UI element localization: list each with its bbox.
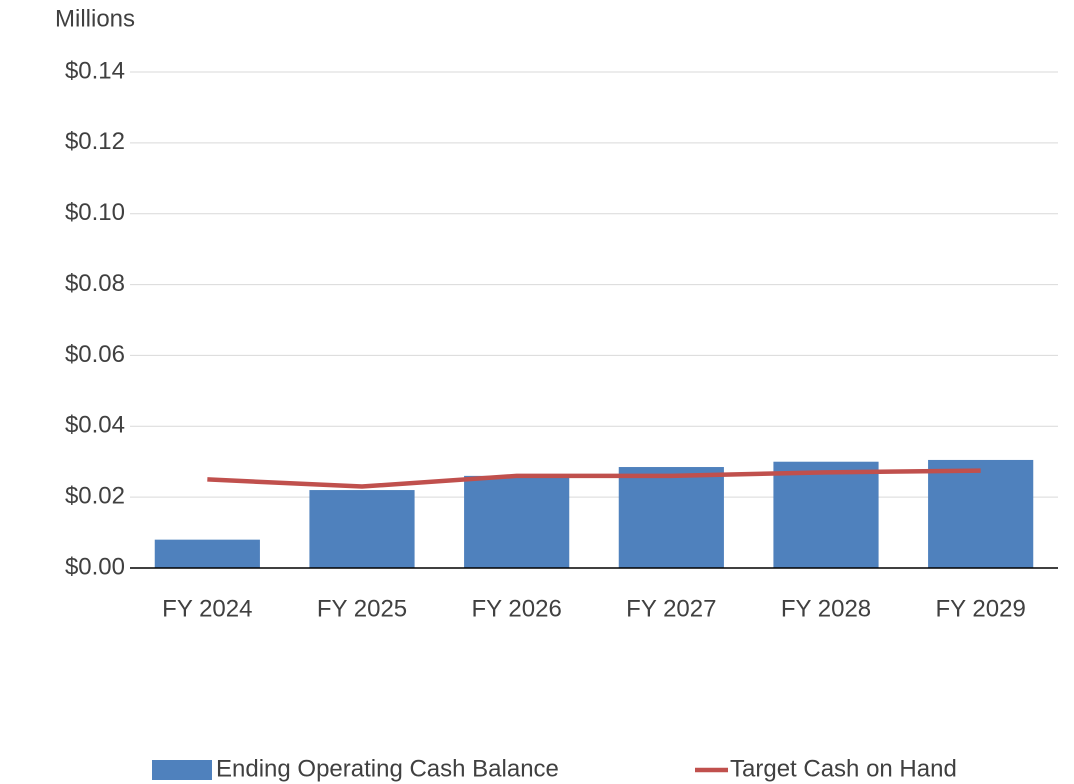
y-tick-label: $0.04 [65,412,125,439]
bar [464,475,570,568]
legend-swatch [152,760,212,780]
bar [618,467,724,568]
legend-label: Target Cash on Hand [730,755,957,782]
y-tick-label: $0.06 [65,341,125,368]
bar [309,490,415,568]
y-tick-label: $0.14 [65,57,125,84]
x-tick-label: FY 2027 [626,595,716,622]
legend-label: Ending Operating Cash Balance [216,755,559,782]
x-tick-label: FY 2026 [472,595,562,622]
bar [773,461,879,568]
line [207,468,981,489]
y-tick-label: $0.12 [65,128,125,155]
y-tick-label: $0.08 [65,270,125,297]
x-tick-label: FY 2029 [936,595,1026,622]
x-tick-label: FY 2024 [162,595,252,622]
bar [154,539,260,568]
x-tick-label: FY 2025 [317,595,407,622]
y-tick-label: $0.00 [65,553,125,580]
unit-label: Millions [55,5,135,32]
y-tick-label: $0.02 [65,482,125,509]
y-tick-label: $0.10 [65,199,125,226]
x-tick-label: FY 2028 [781,595,871,622]
bar [928,459,1034,568]
